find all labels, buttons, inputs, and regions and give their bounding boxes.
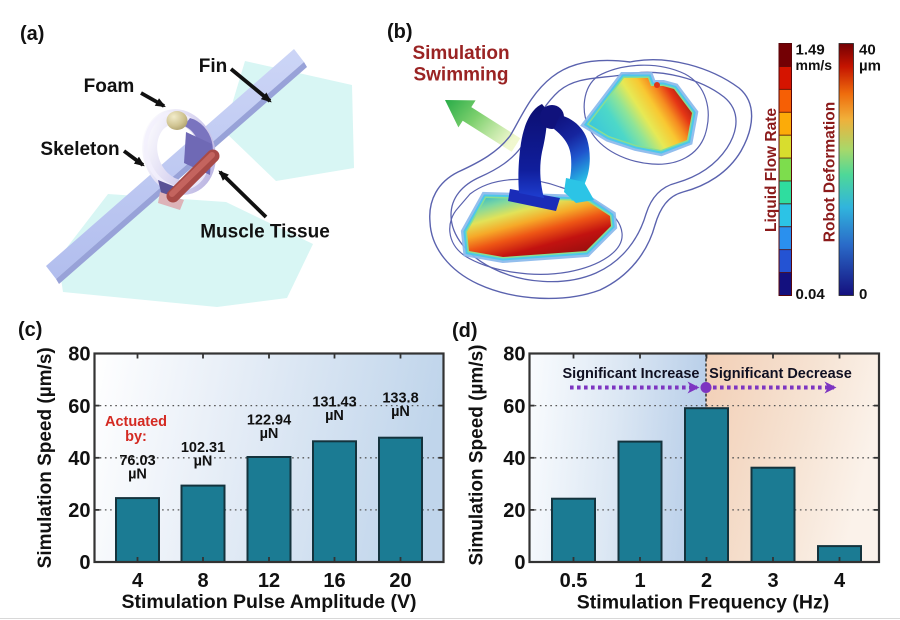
svg-text:20: 20 [389, 570, 411, 592]
svg-text:(a): (a) [20, 23, 44, 45]
svg-text:Foam: Foam [84, 76, 135, 97]
svg-text:20: 20 [68, 500, 90, 522]
svg-text:122.94: 122.94 [247, 413, 291, 429]
svg-text:µN: µN [128, 467, 147, 483]
svg-text:Liquid Flow Rate: Liquid Flow Rate [763, 108, 780, 232]
svg-text:3: 3 [767, 570, 778, 592]
svg-text:1: 1 [634, 570, 645, 592]
svg-text:0: 0 [79, 552, 90, 574]
svg-text:(d): (d) [452, 320, 478, 342]
svg-text:4: 4 [132, 570, 144, 592]
svg-text:40: 40 [503, 448, 525, 470]
svg-text:1.49: 1.49 [796, 42, 825, 59]
svg-text:Muscle Tissue: Muscle Tissue [200, 222, 330, 243]
svg-text:Stimulation Frequency (Hz): Stimulation Frequency (Hz) [577, 592, 829, 614]
svg-text:µN: µN [194, 454, 213, 470]
svg-text:µN: µN [325, 408, 344, 424]
svg-text:12: 12 [258, 570, 280, 592]
svg-text:Actuated: Actuated [105, 414, 167, 430]
svg-text:80: 80 [503, 344, 525, 366]
svg-text:(b): (b) [387, 21, 413, 43]
svg-text:0: 0 [514, 552, 525, 574]
svg-text:Simulation Speed (µm/s): Simulation Speed (µm/s) [467, 344, 488, 565]
svg-text:20: 20 [503, 500, 525, 522]
svg-text:Swimming: Swimming [413, 65, 508, 86]
svg-text:76.03: 76.03 [119, 453, 155, 469]
svg-text:131.43: 131.43 [312, 395, 356, 411]
svg-text:(c): (c) [18, 319, 42, 341]
svg-text:Robot Deformation: Robot Deformation [822, 102, 839, 242]
svg-text:2: 2 [701, 570, 712, 592]
svg-text:Simulation Speed (µm/s): Simulation Speed (µm/s) [35, 347, 56, 568]
svg-text:0.5: 0.5 [560, 570, 588, 592]
svg-text:Simulation: Simulation [412, 43, 509, 64]
svg-text:80: 80 [68, 344, 90, 366]
svg-text:8: 8 [197, 570, 208, 592]
svg-text:Fin: Fin [199, 56, 228, 77]
svg-text:40: 40 [68, 448, 90, 470]
svg-text:µm: µm [859, 58, 881, 75]
svg-text:40: 40 [859, 42, 876, 59]
svg-text:60: 60 [503, 396, 525, 418]
svg-text:µN: µN [260, 426, 279, 442]
svg-text:102.31: 102.31 [181, 440, 225, 456]
svg-text:16: 16 [323, 570, 345, 592]
svg-text:Significant Decrease: Significant Decrease [709, 366, 852, 382]
svg-text:by:: by: [125, 429, 147, 445]
svg-text:Significant Increase: Significant Increase [563, 366, 700, 382]
svg-text:133.8: 133.8 [382, 391, 418, 407]
svg-text:mm/s: mm/s [796, 57, 833, 73]
svg-text:Skeleton: Skeleton [40, 139, 119, 160]
svg-text:µN: µN [391, 404, 410, 420]
svg-text:0: 0 [859, 286, 867, 303]
svg-text:0.04: 0.04 [796, 286, 826, 303]
svg-text:4: 4 [834, 570, 846, 592]
svg-text:Stimulation Pulse Amplitude (V: Stimulation Pulse Amplitude (V) [121, 591, 416, 613]
svg-text:60: 60 [68, 396, 90, 418]
